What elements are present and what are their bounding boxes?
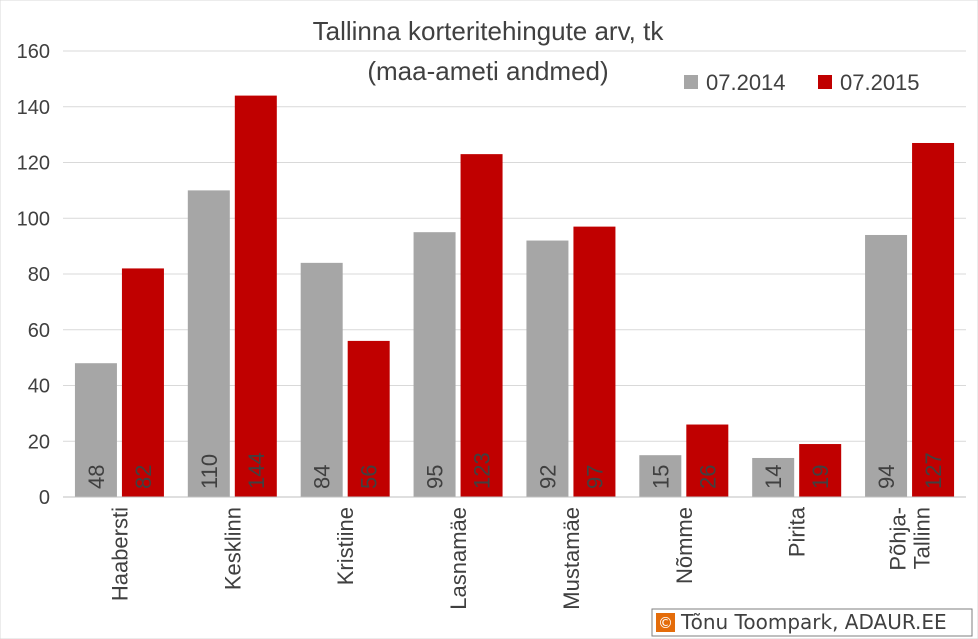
- x-tick-label: Põhja-: [886, 507, 911, 571]
- x-tick-label: Mustamäe: [559, 507, 584, 610]
- bar-07.2014-Pirita: [752, 457, 795, 497]
- x-tick-label: Lasnamäe: [446, 507, 471, 610]
- bar-value-label: 110: [197, 454, 222, 489]
- bar-07.2014-Lasnamäe: [413, 232, 456, 497]
- bar-07.2014-Haabersti: [74, 363, 117, 497]
- bar-value-label: 144: [244, 452, 269, 489]
- bar-07.2015-Pirita: [799, 444, 842, 497]
- x-tick-label: Haabersti: [107, 507, 132, 601]
- bar-value-label: 84: [310, 465, 335, 489]
- bar-value-label: 94: [874, 465, 899, 489]
- bar-value-label: 127: [921, 452, 946, 489]
- bar-value-label: 56: [357, 465, 382, 489]
- y-tick-label: 40: [28, 376, 50, 398]
- y-axis: 0 20 40 60 80 100 120 140 160: [17, 41, 50, 509]
- chart-subtitle: (maa-ameti andmed): [367, 56, 608, 86]
- bar-07.2014-Mustamäe: [526, 240, 569, 498]
- bar-07.2014-Nõmme: [639, 455, 682, 497]
- bar-value-label: 95: [423, 465, 448, 489]
- legend-label: 07.2014: [706, 70, 786, 95]
- x-tick-label: Tallinn: [910, 507, 935, 569]
- x-tick-label: Pirita: [785, 506, 810, 557]
- bar-value-label: 48: [84, 465, 109, 489]
- bar-value-label: 26: [695, 465, 720, 489]
- bar-value-label: 15: [648, 465, 673, 489]
- legend-swatch: [818, 75, 832, 89]
- y-tick-label: 120: [17, 153, 50, 175]
- bar-value-label: 14: [761, 465, 786, 489]
- y-tick-label: 160: [17, 41, 50, 63]
- bar-07.2015-Põhja-Tallinn: [912, 142, 955, 498]
- bar-07.2014-Kesklinn: [187, 190, 230, 497]
- x-tick-label: Nõmme: [672, 507, 697, 584]
- bar-07.2015-Haabersti: [121, 268, 164, 497]
- bar-value-label: 97: [582, 465, 607, 489]
- chart-title: Tallinna korteritehingute arv, tk: [313, 16, 665, 46]
- copyright-badge: [656, 613, 675, 632]
- bars: [74, 95, 955, 498]
- legend-label: 07.2015: [840, 70, 920, 95]
- bar-07.2015-Kristiine: [347, 340, 390, 497]
- y-tick-label: 100: [17, 208, 50, 230]
- bar-07.2014-Põhja-Tallinn: [865, 234, 908, 497]
- bar-value-label: 82: [131, 465, 156, 489]
- data-labels: 48 82 110 144 84 56 95 123 92 97 15 26 14 19 94 127: [84, 452, 946, 489]
- y-tick-label: 20: [28, 431, 50, 453]
- bar-value-label: 92: [535, 465, 560, 489]
- x-axis: Haabersti Kesklinn Kristiine Lasnamäe Mustam…: [63, 496, 966, 610]
- legend-swatch: [684, 75, 698, 89]
- x-tick-label: Kristiine: [333, 507, 358, 585]
- legend: 07.2014 07.2015: [684, 70, 920, 95]
- bar-07.2015-Lasnamäe: [460, 154, 503, 497]
- credit-box: © Tõnu Toompark, ADAUR.EE: [651, 608, 973, 637]
- credit-frame: [651, 608, 973, 637]
- bar-07.2014-Kristiine: [300, 262, 343, 497]
- credit-text: Tõnu Toompark, ADAUR.EE: [680, 610, 947, 634]
- y-tick-label: 140: [17, 97, 50, 119]
- y-tick-label: 0: [39, 487, 50, 509]
- copyright-icon: ©: [658, 614, 673, 632]
- bar-value-label: 19: [808, 465, 833, 489]
- bar-07.2015-Mustamäe: [573, 226, 616, 498]
- y-tick-label: 60: [28, 320, 50, 342]
- y-tick-label: 80: [28, 264, 50, 286]
- bar-07.2015-Nõmme: [686, 424, 729, 497]
- bar-value-label: 123: [470, 452, 495, 489]
- x-tick-label: Kesklinn: [220, 507, 245, 590]
- bar-07.2015-Kesklinn: [234, 95, 277, 497]
